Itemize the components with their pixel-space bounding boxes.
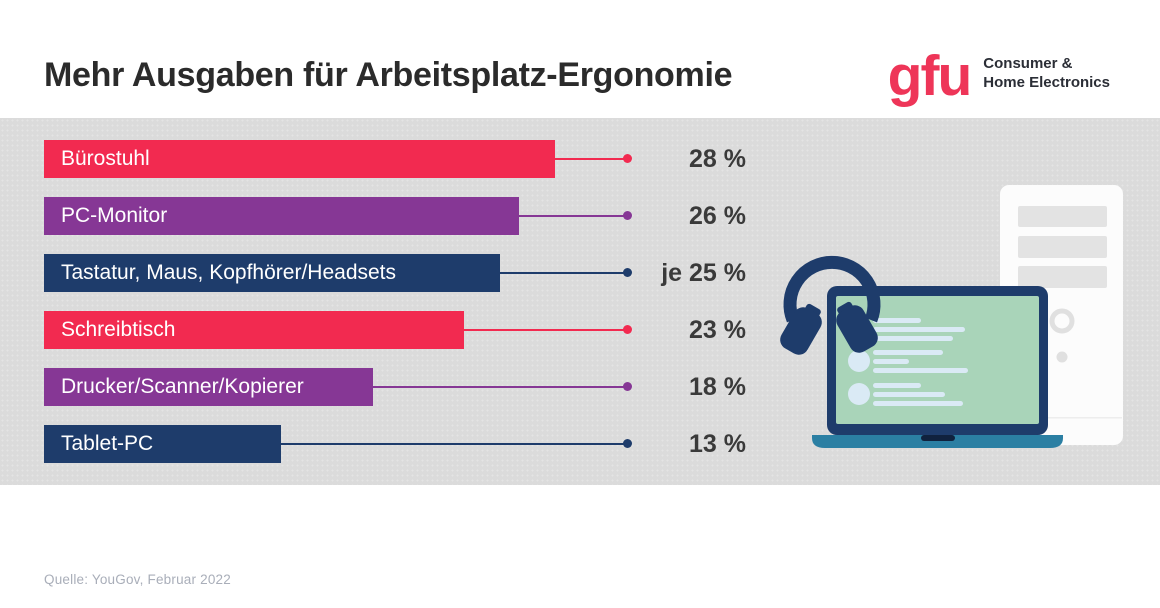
screen-content (848, 318, 968, 406)
connector-line (373, 386, 627, 388)
value-label: 28 % (689, 145, 746, 173)
source-text: Quelle: YouGov, Februar 2022 (44, 572, 231, 587)
bar: Tablet-PC (44, 425, 281, 463)
bar-label: PC-Monitor (61, 204, 168, 227)
bar: PC-Monitor (44, 197, 519, 235)
workspace-illustration (780, 185, 1123, 448)
value-label: 23 % (689, 316, 746, 344)
bar: Drucker/Scanner/Kopierer (44, 368, 373, 406)
bar-row: Tastatur, Maus, Kopfhörer/Headsets je 25… (44, 254, 804, 292)
connector-line (464, 329, 627, 331)
connector-dot (623, 154, 632, 163)
value-label: 18 % (689, 373, 746, 401)
connector-dot (623, 439, 632, 448)
gfu-wordmark: gfu (887, 43, 973, 108)
connector-dot (623, 325, 632, 334)
laptop-icon (812, 286, 1063, 448)
gfu-logo: gfu Consumer & Home Electronics (887, 43, 1110, 108)
bar: Schreibtisch (44, 311, 464, 349)
bar-label: Schreibtisch (61, 318, 176, 341)
bar-row: Schreibtisch 23 % (44, 311, 804, 349)
gfu-tagline-line1: Consumer & (983, 54, 1073, 72)
bar: Bürostuhl (44, 140, 555, 178)
gfu-tagline: Consumer & Home Electronics (983, 54, 1110, 98)
connector-dot (623, 211, 632, 220)
bar-label: Tastatur, Maus, Kopfhörer/Headsets (61, 261, 397, 284)
bar: Tastatur, Maus, Kopfhörer/Headsets (44, 254, 500, 292)
headphones-icon (780, 255, 881, 355)
bar-row: Drucker/Scanner/Kopierer 18 % (44, 368, 804, 406)
header: Mehr Ausgaben für Arbeitsplatz-Ergonomie… (0, 0, 1160, 118)
value-label: 13 % (689, 430, 746, 458)
connector-line (555, 158, 627, 160)
connector-line (500, 272, 627, 274)
value-label: 26 % (689, 202, 746, 230)
connector-line (519, 215, 627, 217)
connector-dot (623, 268, 632, 277)
bar-label: Bürostuhl (61, 147, 150, 170)
connector-dot (623, 382, 632, 391)
bar-row: Bürostuhl 28 % (44, 140, 804, 178)
chart-area: Bürostuhl 28 % PC-Monitor 26 % Tastatur,… (0, 118, 1160, 485)
bar-label: Tablet-PC (61, 432, 154, 455)
page-title: Mehr Ausgaben für Arbeitsplatz-Ergonomie (44, 55, 733, 94)
footer: Quelle: YouGov, Februar 2022 (0, 485, 1160, 608)
bar-row: Tablet-PC 13 % (44, 425, 804, 463)
value-label: je 25 % (661, 259, 746, 287)
bar-label: Drucker/Scanner/Kopierer (61, 375, 304, 398)
bar-row: PC-Monitor 26 % (44, 197, 804, 235)
connector-line (281, 443, 627, 445)
bar-chart: Bürostuhl 28 % PC-Monitor 26 % Tastatur,… (44, 140, 804, 463)
gfu-tagline-line2: Home Electronics (983, 73, 1110, 91)
